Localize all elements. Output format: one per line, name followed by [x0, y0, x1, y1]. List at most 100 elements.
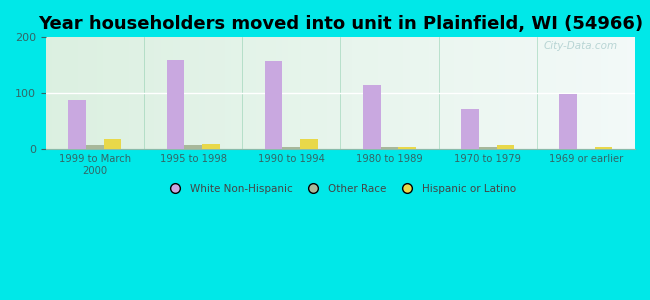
Bar [110, 37, 116, 149]
Bar [352, 37, 359, 149]
Bar [448, 37, 454, 149]
Bar [116, 37, 122, 149]
Bar [627, 37, 633, 149]
Bar [601, 37, 608, 149]
Bar [320, 37, 327, 149]
Bar [410, 37, 416, 149]
Bar [333, 37, 339, 149]
Legend: White Non-Hispanic, Other Race, Hispanic or Latino: White Non-Hispanic, Other Race, Hispanic… [161, 179, 520, 198]
Bar [531, 37, 538, 149]
Bar [480, 37, 486, 149]
Bar [550, 37, 556, 149]
Bar [497, 146, 514, 149]
Bar [499, 37, 506, 149]
Bar [538, 37, 543, 149]
Bar [560, 94, 577, 149]
Bar [180, 37, 187, 149]
Bar [250, 37, 257, 149]
Bar [422, 37, 429, 149]
Bar [154, 37, 161, 149]
Bar [378, 37, 384, 149]
Bar [294, 37, 301, 149]
Bar [192, 37, 199, 149]
Bar [397, 37, 403, 149]
Bar [429, 37, 436, 149]
Bar [556, 37, 563, 149]
Bar [103, 37, 110, 149]
Bar [244, 37, 250, 149]
Bar [300, 139, 318, 149]
Text: City-Data.com: City-Data.com [543, 41, 618, 51]
Bar [148, 37, 154, 149]
Bar [543, 37, 550, 149]
Bar [212, 37, 218, 149]
Bar [454, 37, 461, 149]
Bar [72, 37, 78, 149]
Bar [563, 37, 569, 149]
Bar [384, 37, 391, 149]
Bar [65, 37, 72, 149]
Bar [314, 37, 320, 149]
Bar [569, 37, 576, 149]
Bar [205, 37, 212, 149]
Bar [506, 37, 512, 149]
Bar [608, 37, 614, 149]
Bar [416, 37, 422, 149]
Bar [381, 147, 398, 149]
Bar [187, 37, 192, 149]
Bar [282, 37, 289, 149]
Bar [467, 37, 473, 149]
Bar [218, 37, 224, 149]
Bar [46, 37, 52, 149]
Bar [479, 146, 497, 149]
Bar [486, 37, 493, 149]
Title: Year householders moved into unit in Plainfield, WI (54966): Year householders moved into unit in Pla… [38, 15, 643, 33]
Bar [283, 147, 300, 149]
Bar [633, 37, 640, 149]
Bar [58, 37, 65, 149]
Bar [339, 37, 346, 149]
Bar [174, 37, 180, 149]
Bar [97, 37, 103, 149]
Bar [52, 37, 58, 149]
Bar [365, 37, 371, 149]
Bar [595, 37, 601, 149]
Bar [276, 37, 282, 149]
Bar [104, 139, 122, 149]
Bar [224, 37, 231, 149]
Bar [84, 37, 90, 149]
Bar [301, 37, 307, 149]
Bar [161, 37, 167, 149]
Bar [202, 144, 220, 149]
Bar [135, 37, 142, 149]
Bar [473, 37, 480, 149]
Bar [363, 85, 381, 149]
Bar [307, 37, 314, 149]
Bar [122, 37, 129, 149]
Bar [614, 37, 620, 149]
Bar [90, 37, 97, 149]
Bar [493, 37, 499, 149]
Bar [346, 37, 352, 149]
Bar [525, 37, 531, 149]
Bar [441, 37, 448, 149]
Bar [576, 37, 582, 149]
Bar [185, 145, 202, 149]
Bar [68, 100, 86, 149]
Bar [620, 37, 627, 149]
Bar [166, 60, 185, 149]
Bar [78, 37, 84, 149]
Bar [403, 37, 410, 149]
Bar [263, 37, 269, 149]
Bar [231, 37, 237, 149]
Bar [265, 61, 283, 149]
Bar [462, 109, 479, 149]
Bar [398, 146, 416, 149]
Bar [359, 37, 365, 149]
Bar [371, 37, 378, 149]
Bar [512, 37, 518, 149]
Bar [391, 37, 397, 149]
Bar [518, 37, 525, 149]
Bar [595, 147, 612, 149]
Bar [237, 37, 244, 149]
